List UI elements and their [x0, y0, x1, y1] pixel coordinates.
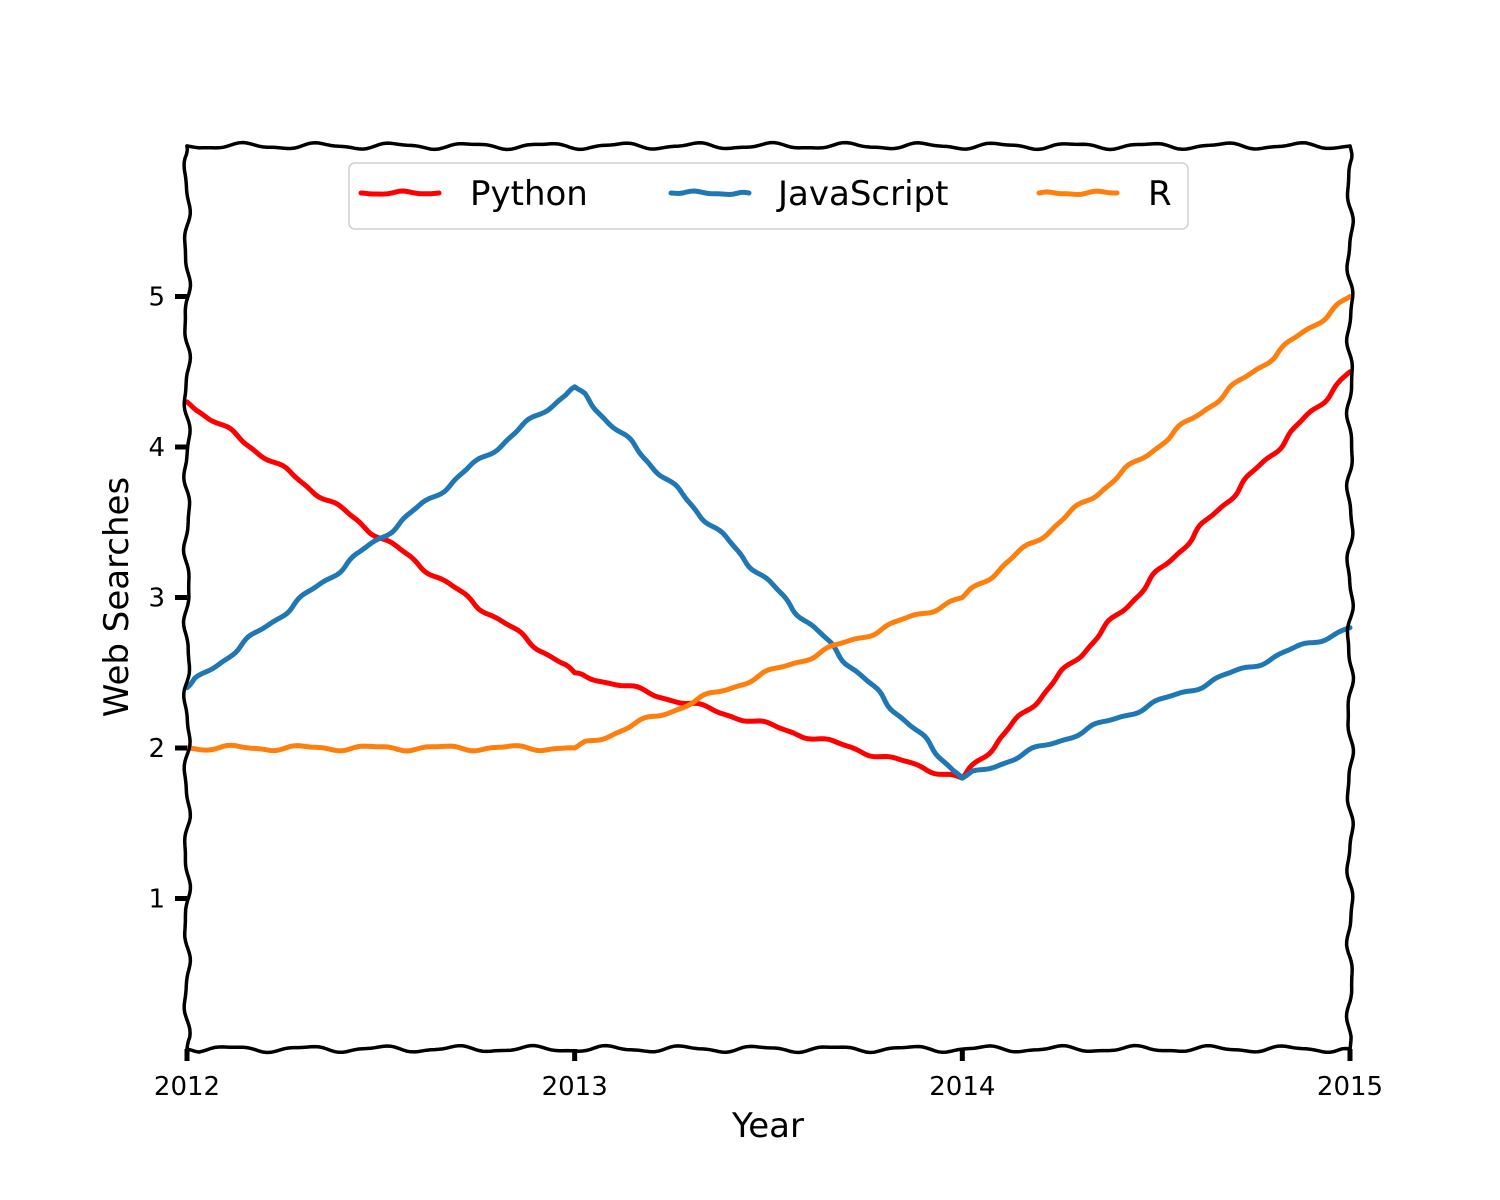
- legend-swatch-python: [358, 188, 442, 197]
- plot-border: [181, 144, 193, 1051]
- y-tick-label: 2: [148, 734, 165, 764]
- legend: Python JavaScript R: [348, 162, 1189, 230]
- x-tick-label: 2012: [154, 1072, 220, 1102]
- y-tick-label: 3: [148, 584, 165, 614]
- x-tick-label: 2014: [929, 1072, 995, 1102]
- legend-label-python: Python: [470, 174, 588, 214]
- series-line-r: [184, 294, 1353, 754]
- y-tick-label: 4: [148, 433, 165, 463]
- plot-border: [185, 1043, 1352, 1055]
- legend-swatch-r: [1036, 188, 1120, 198]
- plot-frame: [181, 140, 1356, 1055]
- legend-swatch-javascript: [668, 188, 752, 198]
- legend-label-javascript: JavaScript: [776, 174, 948, 214]
- plot-border: [185, 140, 1352, 152]
- y-axis: 1 2 3 4 5: [148, 283, 187, 915]
- x-tick-label: 2015: [1317, 1072, 1383, 1102]
- y-tick-label: 1: [148, 885, 165, 915]
- legend-label-r: R: [1148, 174, 1172, 214]
- x-axis: 2012 2013 2014 2015: [154, 1049, 1383, 1102]
- x-tick-label: 2013: [542, 1072, 608, 1102]
- series-line-javascript: [184, 384, 1353, 781]
- y-tick-label: 5: [148, 283, 165, 313]
- y-axis-label: Web Searches: [97, 477, 137, 717]
- x-axis-label: Year: [731, 1106, 804, 1146]
- series-layer: [184, 294, 1353, 781]
- legend-box: [348, 162, 1189, 230]
- plot-border: [1344, 144, 1356, 1051]
